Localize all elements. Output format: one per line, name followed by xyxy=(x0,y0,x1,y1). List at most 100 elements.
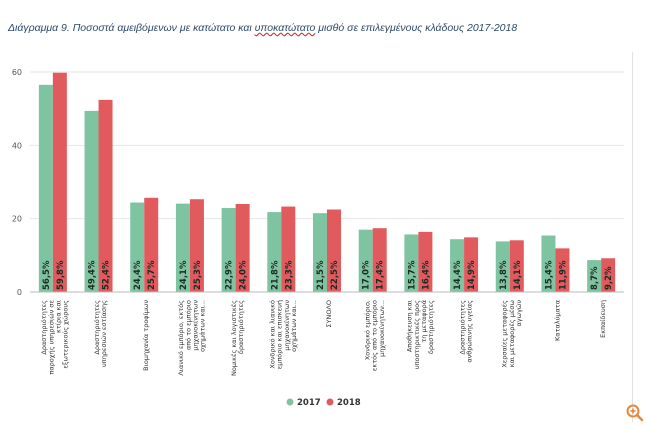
category-label-line: Καταλύματα xyxy=(553,300,561,341)
category-label-line: Βιομηχανία τροφίμων xyxy=(142,300,150,371)
y-tick-label: 40 xyxy=(12,141,22,150)
bar-2017-5 xyxy=(267,212,282,292)
bar-2018-9 xyxy=(464,237,479,292)
bar-2017-12 xyxy=(587,260,602,292)
data-label: 25,3% xyxy=(193,260,203,290)
zoom-in-icon xyxy=(626,404,644,422)
data-label: 16,4% xyxy=(421,260,431,290)
bar-2018-4 xyxy=(235,204,250,292)
category-label-line: μηχανοκίνητων xyxy=(192,300,200,351)
category-label-line: υπηρεσιών εστίασης xyxy=(100,300,108,367)
category-label: Βιομηχανία τροφίμων xyxy=(142,300,150,371)
category-label: Νομικές και λογιστικέςδραστηριότητες xyxy=(230,300,245,376)
data-label: 22,5% xyxy=(330,260,340,290)
chart-title-underlined: υποκατώτατο xyxy=(254,22,316,34)
data-label: 24,0% xyxy=(239,260,249,290)
category-label-line: από το εμπόριο xyxy=(184,300,192,350)
category-label-line: Χονδρικό και λιανικό xyxy=(269,300,277,369)
data-label: 23,3% xyxy=(284,260,294,290)
data-label: 49,4% xyxy=(88,260,98,290)
bar-2017-8 xyxy=(404,234,419,292)
data-label: 22,9% xyxy=(225,260,235,290)
bar-2018-5 xyxy=(281,206,296,292)
bar-2018-7 xyxy=(372,228,387,292)
category-label: Καταλύματα xyxy=(553,300,561,341)
category-label: Δραστηριότητεςανθρώπινης υγείας xyxy=(458,300,473,363)
category-label: Χονδρικό εμπόριο,εκτός από το εμπόριομηχ… xyxy=(363,300,385,371)
category-label-line: Εκπαίδευση xyxy=(599,300,607,338)
data-label: 13,8% xyxy=(499,260,509,290)
category-label: Δραστηριότητεςυπηρεσιών εστίασης xyxy=(93,300,108,367)
category-label: Εκπαίδευση xyxy=(599,300,607,338)
chart-title: Διάγραμμα 9. Ποσοστά αμειβόμενων με κατώ… xyxy=(8,22,648,34)
bar-2017-10 xyxy=(495,241,510,292)
data-label: 15,4% xyxy=(544,260,554,290)
chart-title-suffix: μισθό σε επιλεγμένους κλάδους 2017-2018 xyxy=(315,22,518,34)
bar-2017-0 xyxy=(38,84,53,292)
data-label: 9,2% xyxy=(604,266,614,290)
bar-2018-8 xyxy=(418,231,433,292)
category-label-line: οχημάτων και... xyxy=(290,300,298,352)
data-label: 14,1% xyxy=(513,260,523,290)
data-label: 17,4% xyxy=(376,260,386,290)
bar-2017-1 xyxy=(84,110,99,292)
bar-2018-12 xyxy=(601,258,616,292)
category-label: Αποθήκευση καιυποστηρικτικές προςτη μετα… xyxy=(406,300,436,369)
category-label-line: εκτός από το εμπόριο xyxy=(371,300,379,371)
category-label: Χερσαίες μεταφορέςκαι μεταφορές μέσωαγωγ… xyxy=(501,300,523,368)
category-label-line: ΣΥΝΟΛΟ xyxy=(325,300,333,328)
category-label-line: οχημάτων και... xyxy=(199,300,207,352)
legend-marker-2018 xyxy=(326,398,334,406)
bar-2018-3 xyxy=(189,199,204,292)
category-label: ΣΥΝΟΛΟ xyxy=(325,300,333,328)
bar-2018-0 xyxy=(52,72,67,292)
category-label-line: Δραστηριότητες xyxy=(93,300,101,355)
bar-2017-4 xyxy=(221,208,236,292)
data-label: 15,7% xyxy=(407,260,417,290)
legend-marker-2017 xyxy=(286,398,294,406)
category-label-line: δραστηριότητες xyxy=(427,300,435,354)
category-label-line: Χονδρικό εμπόριο, xyxy=(363,300,371,360)
data-label: 25,7% xyxy=(147,260,157,290)
legend-label-2017: 2017 xyxy=(297,398,321,408)
category-label-line: Λιανικό εμπόριο, εκτός xyxy=(177,300,185,376)
data-label: 56,5% xyxy=(42,260,52,290)
chart-frame xyxy=(8,52,633,422)
data-label: 17,0% xyxy=(362,260,372,290)
category-label-line: Αποθήκευση και xyxy=(406,300,414,352)
bar-2018-1 xyxy=(98,99,113,292)
bar-2018-6 xyxy=(327,209,341,292)
category-label: Χονδρικό και λιανικόεμπόριο και επισκευή… xyxy=(269,300,299,370)
bar-2017-3 xyxy=(175,203,190,292)
data-label: 21,8% xyxy=(270,260,280,290)
category-label-line: εξωτερικούς χώρους xyxy=(62,300,70,369)
data-label: 59,8% xyxy=(56,260,66,290)
y-tick-label: 0 xyxy=(17,288,22,297)
category-label-line: Δραστηριότητες xyxy=(458,300,466,355)
zoom-button[interactable] xyxy=(622,402,648,424)
category-label: Λιανικό εμπόριο, εκτόςαπό το εμπόριομηχα… xyxy=(177,300,207,376)
y-tick-label: 60 xyxy=(12,68,22,77)
data-label: 21,5% xyxy=(316,260,326,290)
category-label-line: και μεταφορές μέσω xyxy=(508,300,516,367)
category-label-line: αγωγών xyxy=(515,300,523,327)
data-label: 8,7% xyxy=(590,266,600,290)
bar-2017-6 xyxy=(313,213,327,292)
data-label: 24,4% xyxy=(133,260,143,290)
category-label-line: παροχής υπηρεσιών σε xyxy=(47,300,55,375)
chart-title-prefix: Διάγραμμα 9. Ποσοστά αμειβόμενων με κατώ… xyxy=(8,22,255,34)
category-label-line: υποστηρικτικές προς xyxy=(413,300,421,369)
category-label-line: μηχανοκίνητων... xyxy=(378,300,386,357)
category-label-line: κτίρια και xyxy=(54,300,62,333)
category-label-line: εμπόριο και επισκευή xyxy=(276,300,284,369)
legend-label-2018: 2018 xyxy=(337,398,361,408)
y-tick-label: 20 xyxy=(12,215,22,224)
category-label-line: τη μεταφορά xyxy=(420,300,428,343)
data-label: 52,4% xyxy=(102,260,112,290)
bar-2018-10 xyxy=(509,240,524,292)
category-label-line: ανθρώπινης υγείας xyxy=(466,300,474,363)
category-label: Δραστηριότητεςπαροχής υπηρεσιών σεκτίρια… xyxy=(40,300,70,375)
bar-2017-9 xyxy=(450,239,465,292)
category-label-line: Δραστηριότητες xyxy=(40,300,48,355)
